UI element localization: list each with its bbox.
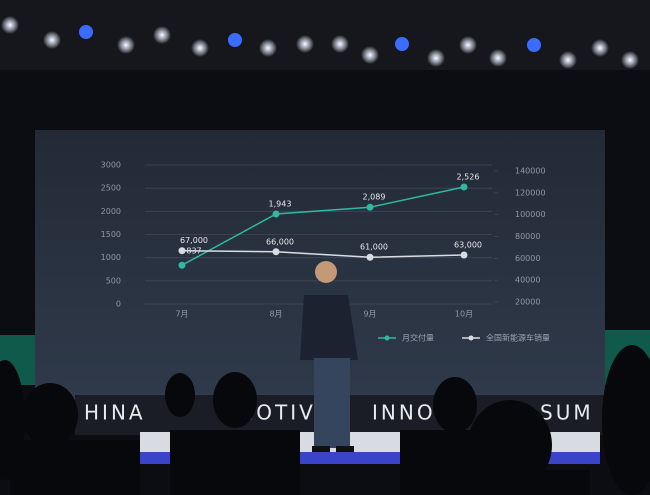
x-tick-label: 7月 xyxy=(175,310,188,319)
stage-lights xyxy=(1,16,639,69)
data-label: 63,000 xyxy=(454,241,482,250)
data-label: 2,089 xyxy=(363,193,386,202)
data-label: 67,000 xyxy=(180,236,208,245)
y-tick-label: 3000 xyxy=(101,161,121,170)
x-tick-label: 9月 xyxy=(363,310,376,319)
x-tick-label: 10月 xyxy=(455,310,473,319)
data-point xyxy=(178,261,186,269)
y-tick-label: 1000 xyxy=(101,253,121,262)
data-point xyxy=(460,251,468,259)
y-tick-label: 0 xyxy=(116,300,121,309)
series-line xyxy=(181,249,465,258)
x-tick-label: 8月 xyxy=(269,310,282,319)
y2-tick-label: 80000 xyxy=(515,232,540,241)
y-tick-label: 2000 xyxy=(101,207,121,216)
y-tick-label: 1500 xyxy=(101,230,121,239)
y-tick-label: 500 xyxy=(106,276,121,285)
banner-text: HINA xyxy=(84,401,146,425)
chart: 0 500 1000 1500 2000 2500 3000 20000 40000 60000 8… xyxy=(101,161,550,343)
data-label: 2,526 xyxy=(457,172,480,181)
legend-dot xyxy=(384,335,390,341)
data-point xyxy=(272,248,280,256)
y2-tick-label: 140000 xyxy=(515,167,546,176)
y2-tick-label: 100000 xyxy=(515,210,546,219)
speaker xyxy=(300,261,358,452)
data-point xyxy=(366,253,374,261)
data-point xyxy=(272,210,280,218)
y2-tick-label: 60000 xyxy=(515,254,540,263)
legend-dot xyxy=(468,335,474,341)
series-line xyxy=(181,186,465,266)
y2-tick-label: 40000 xyxy=(515,276,540,285)
y2-tick-label: 20000 xyxy=(515,298,540,307)
data-point xyxy=(460,183,468,191)
data-label: 1,943 xyxy=(269,199,292,208)
banner-text: INNO xyxy=(372,401,436,425)
legend-label: 月交付量 xyxy=(402,333,434,343)
data-label: 61,000 xyxy=(360,243,388,252)
data-label: 66,000 xyxy=(266,237,294,246)
ceiling xyxy=(0,0,650,70)
legend-label: 全国新能源车销量 xyxy=(486,333,550,343)
y2-tick-label: 120000 xyxy=(515,188,546,197)
data-point xyxy=(366,203,374,211)
audience xyxy=(0,345,650,495)
banner-text: SUM xyxy=(540,401,594,425)
y-tick-label: 2500 xyxy=(101,184,121,193)
data-point xyxy=(178,247,186,255)
